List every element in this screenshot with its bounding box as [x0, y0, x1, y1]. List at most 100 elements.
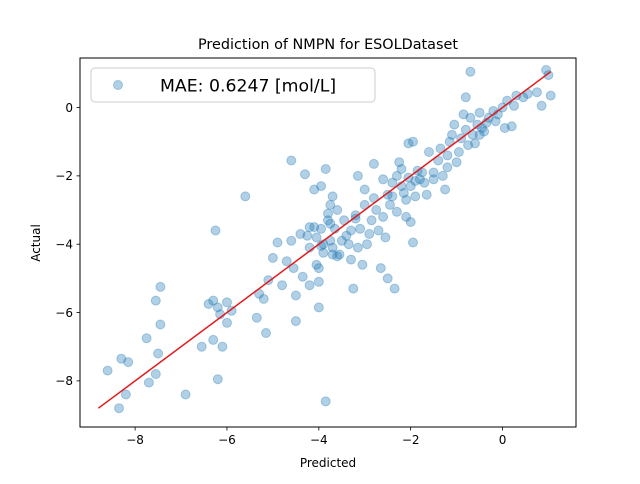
scatter-point — [309, 184, 320, 195]
y-axis-label: Actual — [29, 224, 43, 262]
scatter-point — [251, 312, 262, 323]
scatter-point — [208, 295, 219, 306]
scatter-point — [453, 147, 464, 157]
scatter-point — [343, 239, 354, 250]
x-tick-label: −6 — [218, 433, 236, 447]
scatter-point — [323, 215, 333, 226]
scatter-point — [320, 164, 331, 174]
scatter-point — [465, 66, 476, 77]
scatter-point — [352, 170, 363, 181]
scatter-point — [506, 121, 517, 132]
scatter-point — [419, 177, 430, 188]
scatter-point — [362, 239, 372, 250]
fit-line-layer — [97, 71, 552, 409]
scatter-point — [155, 319, 166, 330]
scatter-point — [442, 150, 453, 161]
scatter-point — [302, 230, 313, 241]
legend-label: MAE: 0.6247 [mol/L] — [160, 77, 336, 97]
scatter-point — [408, 237, 418, 248]
scatter-point — [509, 100, 519, 111]
scatter-point — [150, 295, 161, 306]
scatter-point — [394, 157, 405, 168]
scatter-point — [222, 297, 232, 308]
plot-frame — [79, 57, 577, 428]
scatter-point — [318, 247, 329, 258]
scatter-point — [102, 365, 113, 376]
scatter-point — [346, 225, 356, 236]
scatter-point — [334, 249, 345, 260]
scatter-point — [378, 211, 389, 222]
scatter-point — [311, 232, 322, 243]
y-axis: −8 −6 −4 −2 0 — [55, 101, 80, 388]
scatter-point — [313, 276, 324, 287]
scatter-point — [323, 208, 333, 219]
scatter-point — [424, 147, 434, 157]
scatter-point — [389, 283, 400, 294]
scatter-point — [410, 191, 421, 202]
scatter-point — [543, 70, 554, 81]
scatter-point — [545, 90, 556, 101]
scatter-point — [447, 129, 457, 140]
scatter-point — [114, 403, 124, 414]
scatter-point — [281, 256, 292, 267]
y-tick-label: 0 — [65, 101, 73, 115]
scatter-point — [355, 223, 366, 234]
scatter-point — [336, 235, 347, 246]
scatter-point — [180, 389, 191, 400]
scatter-point — [120, 389, 131, 400]
scatter-point — [304, 280, 315, 291]
scatter-point — [316, 223, 327, 234]
chart-title: Prediction of NMPN for ESOLDataset — [198, 37, 458, 53]
plot-area — [79, 57, 577, 428]
scatter-point — [290, 316, 301, 327]
scatter-point — [382, 189, 393, 200]
scatter-point — [320, 396, 331, 407]
scatter-point — [463, 140, 474, 151]
legend-box — [90, 67, 376, 103]
scatter-point — [222, 317, 232, 328]
legend: MAE: 0.6247 [mol/L] — [90, 67, 376, 103]
scatter-point — [352, 242, 363, 253]
scatter-point — [373, 225, 384, 236]
scatter-point — [212, 374, 223, 385]
scatter-point — [490, 116, 501, 127]
scatter-point — [153, 348, 164, 359]
scatter-point — [385, 199, 395, 210]
scatter-point — [261, 328, 271, 338]
scatter-point — [290, 290, 301, 301]
scatter-point — [346, 254, 356, 265]
scatter-point — [267, 252, 278, 263]
scatter-point — [212, 302, 223, 313]
scatter-point — [408, 136, 418, 147]
scatter-point — [470, 138, 480, 149]
scatter-point — [405, 217, 416, 227]
scatter-point — [313, 263, 324, 274]
scatter-point — [141, 333, 152, 344]
scatter-point — [240, 191, 251, 202]
scatter-point — [465, 112, 476, 123]
scatter-point — [272, 237, 283, 248]
scatter-point — [474, 107, 485, 118]
scatter-point — [371, 205, 382, 215]
scatter-point — [382, 273, 393, 284]
scatter-point — [203, 299, 214, 309]
y-tick-label: −2 — [55, 169, 73, 183]
scatter-point — [364, 229, 375, 239]
scatter-point — [357, 259, 368, 270]
scatter-point — [359, 184, 370, 195]
scatter-point — [396, 164, 407, 174]
y-tick-label: −6 — [55, 306, 73, 320]
scatter-point — [405, 181, 416, 192]
scatter-point — [332, 251, 343, 262]
scatter-point — [226, 305, 237, 316]
scatter-point — [297, 271, 308, 282]
scatter-point — [150, 369, 161, 379]
scatter-point — [442, 162, 453, 173]
scatter-point — [196, 341, 207, 352]
scatter-point — [410, 176, 421, 186]
scatter-point — [325, 218, 336, 229]
scatter-point — [398, 188, 409, 198]
points-layer — [102, 65, 556, 414]
scatter-point — [348, 283, 359, 294]
scatter-point — [155, 281, 166, 292]
